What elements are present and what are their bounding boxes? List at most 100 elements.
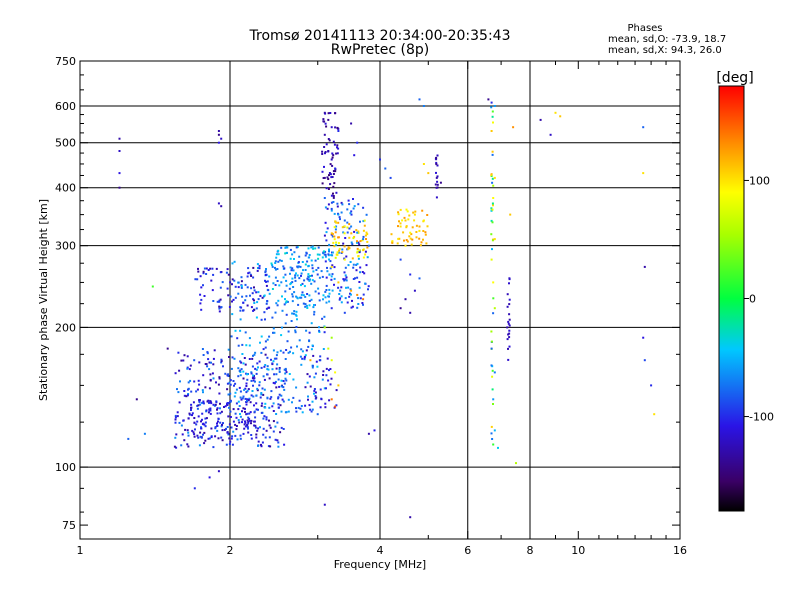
data-point [193, 433, 196, 436]
data-point [209, 379, 212, 382]
data-point [490, 209, 493, 212]
data-point [491, 221, 494, 224]
data-point [261, 441, 264, 444]
data-point [333, 182, 336, 185]
data-point [249, 273, 252, 276]
data-point [305, 329, 308, 332]
data-point [340, 295, 343, 298]
data-point [653, 413, 656, 416]
data-point [355, 263, 358, 266]
data-point [263, 311, 266, 314]
data-point [333, 406, 336, 409]
data-point [436, 154, 439, 157]
data-point [323, 146, 326, 148]
data-point [331, 164, 334, 167]
data-point [329, 183, 332, 186]
data-point [272, 381, 275, 384]
data-point [317, 287, 320, 290]
data-point [255, 408, 258, 411]
data-point [292, 269, 295, 272]
data-point [287, 351, 290, 354]
data-point [334, 220, 337, 223]
data-point [271, 316, 274, 319]
data-point [334, 170, 337, 173]
data-point [187, 387, 190, 390]
data-point [217, 130, 220, 132]
data-point [338, 249, 341, 252]
data-point [365, 238, 367, 240]
data-point [266, 368, 269, 371]
data-point [507, 347, 509, 350]
data-point [222, 365, 224, 368]
data-point [329, 267, 332, 270]
data-point [362, 229, 365, 232]
data-point [307, 275, 310, 278]
data-point [258, 267, 261, 270]
data-point [366, 240, 369, 243]
data-point [258, 381, 261, 384]
data-point [343, 225, 346, 228]
colorbar-tick-label: 0 [749, 293, 756, 306]
data-point [327, 379, 330, 382]
data-point [331, 176, 334, 178]
data-point [294, 331, 297, 334]
data-point [244, 331, 247, 334]
data-point [435, 156, 438, 159]
data-point [325, 239, 328, 242]
data-point [349, 212, 352, 215]
data-point [295, 295, 298, 298]
data-point [497, 446, 499, 449]
data-point [295, 386, 298, 389]
data-point [174, 372, 177, 375]
data-point [255, 436, 258, 439]
data-point [280, 259, 283, 262]
data-point [268, 275, 271, 278]
data-point [302, 294, 305, 297]
data-point [367, 244, 370, 247]
data-point [288, 373, 291, 375]
data-point [252, 374, 255, 377]
data-point [275, 367, 278, 370]
data-point [251, 365, 254, 368]
data-point [234, 285, 237, 288]
data-point [512, 126, 515, 129]
data-point [229, 281, 232, 284]
y-tick-label: 600 [55, 100, 76, 113]
data-point [337, 286, 340, 289]
data-point [269, 397, 272, 400]
data-point [295, 410, 298, 413]
data-point [365, 213, 368, 216]
data-point [217, 437, 220, 440]
data-point [326, 270, 329, 273]
data-point [249, 294, 251, 297]
data-point [426, 225, 429, 228]
stats-heading: Phases [627, 23, 662, 34]
data-point [256, 389, 259, 392]
data-point [335, 241, 338, 244]
data-point [309, 359, 312, 362]
data-point [267, 368, 270, 371]
data-point [295, 407, 297, 410]
data-point [205, 417, 208, 420]
data-point [308, 254, 311, 256]
data-point [398, 220, 400, 223]
data-point [284, 252, 287, 255]
data-point [318, 326, 320, 329]
data-point [264, 279, 266, 282]
data-point [324, 406, 327, 409]
data-point [279, 404, 282, 407]
data-point [405, 239, 408, 241]
data-point [405, 225, 408, 228]
data-point [191, 414, 193, 417]
data-point [309, 408, 312, 411]
colorbar-label: [deg] [716, 70, 753, 86]
data-point [311, 274, 313, 277]
data-point [507, 320, 510, 323]
data-point [327, 150, 330, 152]
data-point [348, 223, 351, 226]
data-point [263, 388, 266, 391]
data-point [328, 288, 331, 291]
data-point [274, 262, 277, 264]
data-point [326, 207, 329, 210]
data-point [257, 298, 260, 301]
